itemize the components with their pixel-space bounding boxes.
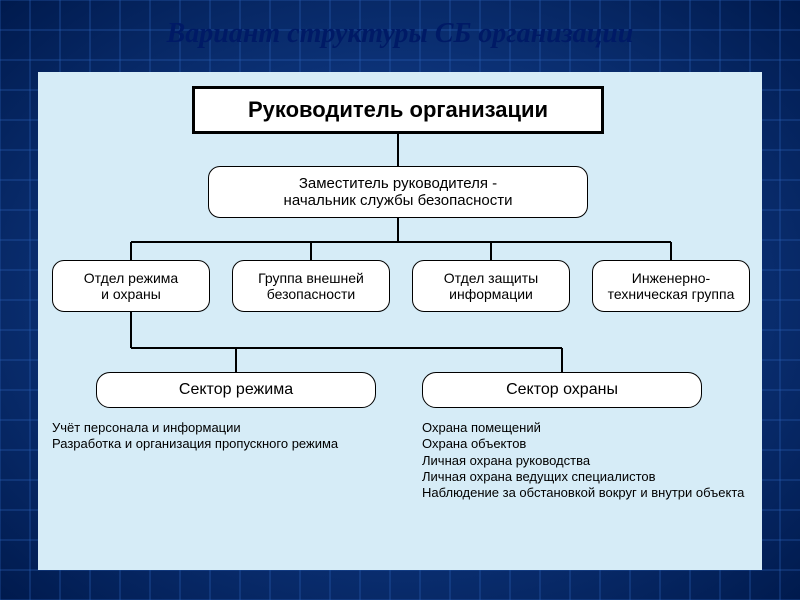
connector: [130, 242, 132, 260]
slide: Вариант структуры СБ организации Руковод…: [0, 0, 800, 600]
connector: [131, 347, 562, 349]
connector: [310, 242, 312, 260]
connector: [397, 134, 399, 166]
node-n1: Руководитель организации: [192, 86, 604, 134]
connector: [131, 241, 671, 243]
connector: [235, 348, 237, 372]
connector: [490, 242, 492, 260]
connector: [670, 242, 672, 260]
note-noteA: Учёт персонала и информации Разработка и…: [52, 420, 392, 453]
note-noteB: Охрана помещений Охрана объектов Личная …: [422, 420, 762, 501]
node-n2: Заместитель руководителя - начальник слу…: [208, 166, 588, 218]
node-n3c: Отдел защиты информации: [412, 260, 570, 312]
node-n3a: Отдел режима и охраны: [52, 260, 210, 312]
org-chart-area: Руководитель организации Заместитель руко…: [38, 72, 762, 570]
connector: [561, 348, 563, 372]
slide-title: Вариант структуры СБ организации: [0, 18, 800, 50]
connector: [130, 312, 132, 348]
node-n4b: Сектор охраны: [422, 372, 702, 408]
node-n3d: Инженерно- техническая группа: [592, 260, 750, 312]
node-n4a: Сектор режима: [96, 372, 376, 408]
node-n3b: Группа внешней безопасности: [232, 260, 390, 312]
connector: [397, 218, 399, 242]
